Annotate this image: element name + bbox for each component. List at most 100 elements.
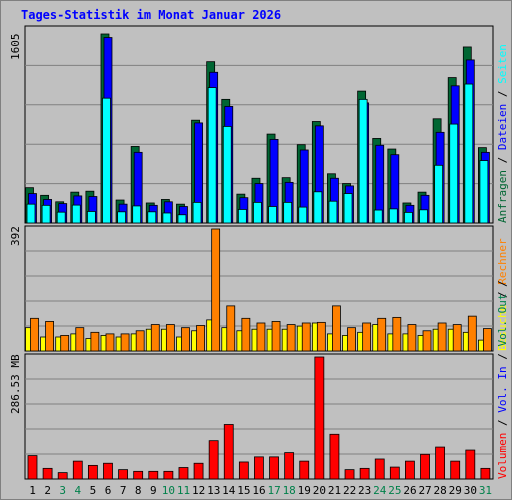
bar-volumen-day-20 [314,356,325,480]
bar-volumen-day-10 [163,470,174,480]
bar-volumen-day-19 [299,460,310,480]
bar-rechner-day-24 [377,317,387,352]
bar-rechner-day-20 [316,321,326,352]
legend-item---sep: / [496,353,509,366]
bar-seiten-day-11 [177,214,187,224]
legend-item---sep: / [496,419,509,432]
bar-seiten-day-8 [132,205,142,224]
x-tick-label-27: 27 [418,484,431,497]
x-tick-label-5: 5 [90,484,97,497]
bar-seiten-day-7 [117,211,126,224]
legend-item-vol-out: Vol. Out [496,294,509,354]
bar-rechner-day-7 [120,333,130,352]
legend-item-anfragen: Anfragen [496,170,509,223]
bar-rechner-day-11 [181,327,190,352]
bar-seiten-day-20 [313,191,323,224]
x-tick-label-1: 1 [29,484,36,497]
bar-rechner-day-22 [347,327,356,352]
bar-rechner-day-6 [105,333,115,352]
x-tick-label-8: 8 [135,484,142,497]
panel-visits-max-label: 392 [9,226,22,246]
bar-seiten-day-23 [358,98,368,224]
bar-rechner-day-4 [75,327,85,352]
bar-seiten-day-28 [434,164,444,224]
bar-rechner-day-12 [196,325,205,352]
x-tick-label-19: 19 [298,484,311,497]
bar-volumen-day-28 [435,446,446,480]
bar-seiten-day-29 [449,123,459,224]
bar-seiten-day-1 [26,203,36,224]
bar-volumen-day-29 [450,460,461,480]
bar-rechner-day-16 [256,322,266,352]
bar-volumen-day-23 [359,467,370,480]
bar-rechner-day-31 [483,328,492,352]
x-tick-label-30: 30 [464,484,477,497]
bar-seiten-day-5 [86,211,96,224]
bar-seiten-day-17 [268,206,277,224]
bar-rechner-day-13 [211,228,221,352]
bar-seiten-day-9 [147,211,157,224]
bar-rechner-day-8 [135,330,145,352]
chart-title: Tages-Statistik im Monat Januar 2026 [21,8,281,22]
bar-rechner-day-23 [362,322,372,352]
x-tick-label-23: 23 [358,484,371,497]
x-tick-label-9: 9 [150,484,157,497]
bar-rechner-day-26 [407,324,417,352]
bar-rechner-day-19 [301,322,311,352]
x-tick-label-3: 3 [59,484,66,497]
bar-seiten-day-14 [222,126,232,224]
legend-item---sep: / [496,157,509,170]
x-tick-label-18: 18 [283,484,296,497]
bar-volumen-day-7 [118,469,128,480]
bar-volumen-day-27 [420,453,430,480]
panel-volume-legend: Volumen / Vol. In / Vol. Out / [496,280,509,479]
bar-rechner-day-18 [286,324,296,352]
bar-volumen-day-22 [344,469,355,480]
bar-volumen-day-18 [284,452,295,480]
legend-item-besuche: Besuche [496,305,509,351]
bar-rechner-day-25 [392,316,402,352]
x-tick-label-11: 11 [177,484,190,497]
bar-volumen-day-21 [329,433,340,480]
bar-volumen-day-4 [72,460,83,480]
bar-seiten-day-3 [56,211,66,224]
legend-item-seiten: Seiten [496,44,509,90]
bar-seiten-day-4 [71,204,81,224]
bar-volumen-day-11 [178,467,189,480]
legend-item-rechner: Rechner [496,238,509,291]
bar-seiten-day-18 [283,201,293,224]
legend-item---sep: / [496,291,509,304]
legend-item---sep: / [496,91,509,104]
bar-seiten-day-31 [479,160,489,224]
bar-volumen-day-16 [254,456,264,480]
bar-volumen-day-13 [208,440,219,480]
bar-rechner-day-15 [241,317,251,352]
bar-volumen-day-8 [133,470,144,480]
bar-volumen-day-24 [374,458,385,480]
panel-visits-legend: Besuche / Rechner [496,238,509,351]
bar-seiten-day-26 [404,212,413,224]
x-tick-label-28: 28 [434,484,447,497]
bar-seiten-day-24 [373,209,383,224]
bar-volumen-day-17 [269,456,279,480]
bar-rechner-day-29 [452,324,462,352]
bar-volumen-day-31 [480,467,491,480]
bar-seiten-day-25 [388,208,398,224]
panel-volume-max-label: 286.53 MB [9,354,22,414]
bar-rechner-day-17 [271,321,281,352]
bar-seiten-day-2 [41,204,51,224]
bar-rechner-day-30 [467,315,477,352]
bar-rechner-day-3 [60,335,70,352]
x-tick-label-13: 13 [207,484,220,497]
bar-rechner-day-10 [165,324,175,352]
x-tick-label-10: 10 [162,484,175,497]
legend-item-dateien: Dateien [496,104,509,157]
bar-volumen-day-15 [238,461,249,480]
bar-seiten-day-6 [102,97,111,224]
x-tick-label-12: 12 [192,484,205,497]
x-tick-label-25: 25 [388,484,401,497]
bar-rechner-day-1 [30,317,39,352]
bar-volumen-day-3 [57,472,68,480]
bar-rechner-day-27 [422,330,432,352]
